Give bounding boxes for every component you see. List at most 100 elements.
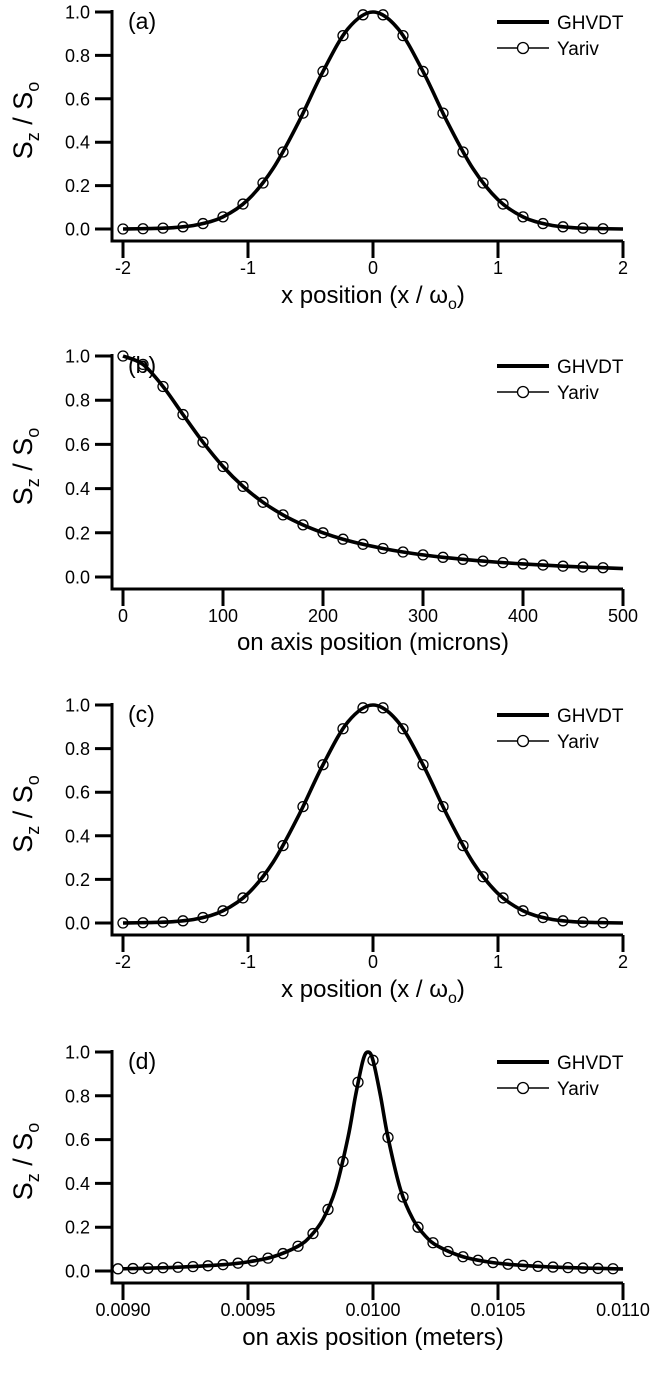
x-axis-label-subscript: o (448, 990, 457, 1007)
data-point-yariv (217, 1259, 229, 1271)
data-point-yariv (437, 551, 449, 563)
x-axis-label: on axis position (meters) (242, 1324, 503, 1351)
chart-panel-b: 0.0 0.2 0.4 0.6 0.8 1.0 0 100 200 300 400 500 on axi… (8, 347, 638, 657)
y-axis-label-subscript-o: o (23, 82, 43, 92)
data-point-yariv (597, 223, 609, 235)
data-point-yariv (232, 1257, 244, 1269)
data-point-yariv (412, 1221, 424, 1233)
chart-panel-c: 0.0 0.2 0.4 0.6 0.8 1.0 -2 -1 0 1 2 x position (x /… (8, 696, 628, 1008)
data-point-yariv (247, 1255, 259, 1267)
x-axis-label-tail: ) (457, 282, 465, 309)
legend-label-ghvdt: GHVDT (557, 13, 624, 34)
y-tick-label: 0.0 (65, 568, 90, 588)
data-point-yariv (477, 871, 489, 883)
y-tick-label: 0.8 (65, 391, 90, 411)
y-tick-label: 0.2 (65, 870, 90, 890)
x-axis-label-main: x position (x / ω (281, 282, 448, 309)
y-axis-label-mid: / S (8, 785, 38, 826)
data-point-yariv (437, 800, 449, 813)
y-axis-label-mid: / S (8, 92, 38, 133)
legend: GHVDT Yariv (497, 706, 624, 753)
data-point-yariv (417, 549, 429, 561)
data-point-yariv (237, 480, 249, 493)
data-point-yariv (457, 1251, 469, 1263)
y-tick-label: 0.6 (65, 89, 90, 109)
x-axis-label-main: on axis position (microns) (237, 629, 509, 656)
data-point-yariv (367, 1054, 379, 1066)
data-point-yariv (217, 460, 229, 473)
data-point-yariv (297, 800, 309, 813)
data-point-yariv (497, 892, 509, 904)
data-point-yariv (277, 146, 289, 158)
x-tick-label: 400 (508, 606, 538, 626)
data-point-yariv (352, 1076, 364, 1088)
data-point-yariv (337, 533, 349, 545)
legend: GHVDT Yariv (497, 357, 624, 404)
series-yariv (117, 702, 609, 929)
data-point-yariv (187, 1260, 199, 1273)
legend-label-ghvdt: GHVDT (557, 357, 624, 378)
y-tick-label: 0.8 (65, 46, 90, 66)
data-point-yariv (417, 65, 429, 78)
data-point-yariv (257, 496, 269, 508)
data-point-yariv (497, 556, 509, 569)
data-point-yariv (377, 542, 389, 555)
data-point-yariv (257, 177, 269, 189)
data-point-yariv (117, 917, 129, 929)
data-point-yariv (357, 702, 369, 714)
x-axis-label-tail: ) (457, 976, 465, 1003)
x-tick-label: 200 (308, 606, 338, 626)
data-point-yariv (557, 915, 569, 927)
data-point-yariv (217, 905, 229, 917)
data-point-yariv (517, 211, 529, 223)
data-point-yariv (157, 1262, 169, 1274)
data-point-yariv (577, 1262, 589, 1274)
data-point-yariv (537, 911, 549, 924)
legend-label-yariv: Yariv (557, 383, 599, 404)
panel-label: (a) (128, 8, 156, 34)
y-axis-label-subscript-o: o (23, 775, 43, 785)
data-point-yariv (322, 1203, 334, 1216)
data-point-yariv (427, 1237, 439, 1249)
data-point-yariv (297, 519, 309, 531)
y-tick-label: 0.0 (65, 1262, 90, 1282)
data-point-yariv (357, 538, 369, 550)
data-point-yariv (112, 1263, 124, 1275)
y-tick-label: 0.6 (65, 783, 90, 803)
y-axis-label-subscript-z: z (23, 478, 43, 487)
y-axis-label-subscript-z: z (23, 826, 43, 835)
x-axis-label-subscript: o (448, 296, 457, 313)
data-point-yariv (357, 9, 369, 21)
data-point-yariv (487, 1256, 499, 1269)
y-axis-label-subscript-o: o (23, 428, 43, 438)
chart-panel-a: 0.0 0.2 0.4 0.6 0.8 1.0 -2 -1 0 1 2 x position (x /… (8, 3, 628, 314)
series-ghvdt (122, 1050, 624, 1271)
y-tick-label: 0.6 (65, 435, 90, 455)
data-point-yariv (597, 917, 609, 929)
data-point-yariv (382, 1131, 394, 1144)
y-tick-label: 0.4 (65, 826, 90, 846)
data-point-yariv (117, 223, 129, 235)
data-point-yariv (137, 223, 149, 235)
x-tick-label: 1 (493, 258, 503, 278)
series-yariv (117, 9, 609, 235)
y-tick-label: 1.0 (65, 696, 90, 716)
y-axis-label-s: S (8, 487, 38, 505)
x-tick-label: 0.0100 (345, 1300, 400, 1320)
x-tick-label: 0 (368, 258, 378, 278)
data-point-yariv (577, 561, 589, 573)
data-point-yariv (197, 217, 209, 230)
x-tick-label: -2 (115, 952, 131, 972)
y-tick-label: 0.6 (65, 1130, 90, 1150)
y-axis-label-subscript-o: o (23, 1123, 43, 1133)
data-point-yariv (157, 916, 169, 928)
data-point-yariv (397, 723, 409, 735)
data-point-yariv (277, 509, 289, 521)
series-line-ghvdt (122, 354, 624, 571)
data-point-yariv (557, 221, 569, 233)
data-point-yariv (577, 916, 589, 928)
legend-marker-yariv (516, 734, 530, 748)
legend-label-yariv: Yariv (557, 39, 599, 60)
x-tick-label: 0 (118, 606, 128, 626)
y-axis-label: Sz / So (8, 82, 43, 160)
